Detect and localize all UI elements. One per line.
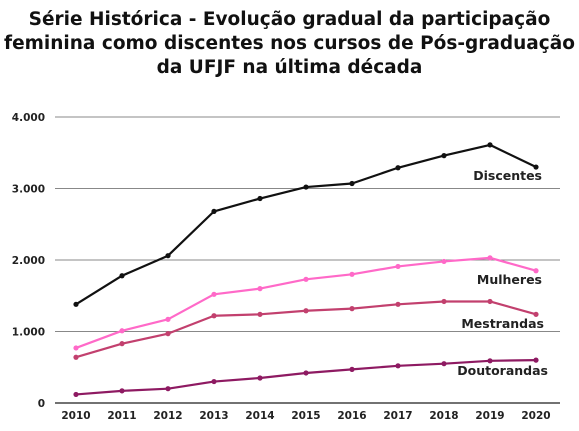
data-point: [257, 286, 263, 292]
data-point: [533, 311, 539, 317]
data-point: [73, 391, 79, 398]
data-point: [119, 341, 125, 347]
data-point: [73, 301, 79, 307]
y-tick-label: 1.000: [12, 327, 45, 339]
y-tick-label: 0: [38, 398, 45, 410]
data-point: [211, 313, 217, 319]
x-tick-label: 2018: [429, 410, 458, 422]
data-point: [211, 378, 217, 385]
data-point: [395, 301, 401, 307]
data-point: [119, 273, 125, 279]
data-point: [349, 306, 355, 312]
x-tick-label: 2020: [521, 410, 550, 422]
data-point: [165, 331, 171, 337]
data-point: [165, 386, 171, 392]
data-point: [487, 358, 493, 364]
data-point: [349, 366, 355, 372]
data-point: [303, 184, 309, 190]
data-point: [487, 298, 493, 305]
chart-title-line-3: da UFJF na última década: [156, 57, 423, 78]
chart-title-line-2: feminina como discentes nos cursos de Pó…: [4, 33, 575, 54]
data-point: [533, 357, 539, 363]
series-label-doutorandas: Doutorandas: [457, 363, 548, 378]
data-point: [441, 153, 447, 159]
data-point: [395, 165, 401, 171]
series-discentes: [73, 142, 539, 307]
x-tick-label: 2011: [107, 410, 136, 422]
data-point: [533, 268, 539, 274]
data-point: [487, 142, 493, 148]
data-point: [349, 180, 355, 187]
data-point: [441, 361, 447, 367]
data-point: [257, 195, 263, 202]
series-doutorandas: [73, 357, 539, 398]
x-tick-label: 2013: [199, 410, 228, 422]
data-point: [303, 308, 309, 314]
series-label-mulheres: Mulheres: [477, 272, 542, 287]
y-axis-tick-labels: 0 1.000 2.000 3.000 4.000: [12, 112, 45, 410]
y-tick-label: 3.000: [12, 184, 45, 196]
data-point: [487, 255, 493, 261]
y-tick-label: 4.000: [12, 112, 45, 124]
data-point: [303, 276, 309, 282]
data-point: [533, 164, 539, 170]
series-labels: Discentes Mulheres Mestrandas Doutorandas: [457, 168, 548, 378]
series-mestrandas: [73, 298, 539, 360]
series-mulheres: [73, 255, 539, 351]
data-point: [211, 291, 217, 297]
data-point: [349, 271, 355, 277]
chart-title-line-1: Série Histórica - Evolução gradual da pa…: [28, 9, 551, 30]
data-point: [73, 345, 79, 351]
data-point: [119, 388, 125, 394]
data-point: [165, 253, 171, 259]
data-point: [165, 316, 171, 322]
y-tick-label: 2.000: [12, 255, 45, 267]
data-point: [211, 208, 217, 214]
data-point: [395, 363, 401, 369]
x-tick-label: 2012: [153, 410, 182, 422]
data-point: [119, 328, 125, 334]
series-line: [75, 256, 537, 349]
series-label-mestrandas: Mestrandas: [461, 316, 544, 331]
data-point: [257, 311, 263, 317]
series-lines: [73, 142, 539, 398]
x-tick-label: 2019: [475, 410, 504, 422]
x-tick-label: 2017: [383, 410, 412, 422]
data-point: [395, 263, 401, 270]
data-point: [441, 298, 447, 305]
data-point: [441, 258, 447, 265]
data-point: [73, 354, 79, 360]
x-tick-label: 2014: [245, 410, 274, 422]
chart-title: Série Histórica - Evolução gradual da pa…: [0, 8, 579, 80]
series-label-discentes: Discentes: [473, 168, 542, 183]
data-point: [303, 370, 309, 376]
x-tick-label: 2015: [291, 410, 320, 422]
x-tick-label: 2010: [61, 410, 90, 422]
x-tick-label: 2016: [337, 410, 366, 422]
x-axis-tick-labels: 2010 2011 2012 2013 2014 2015 2016 2017 2018 2019…: [61, 410, 550, 422]
data-point: [257, 375, 263, 381]
